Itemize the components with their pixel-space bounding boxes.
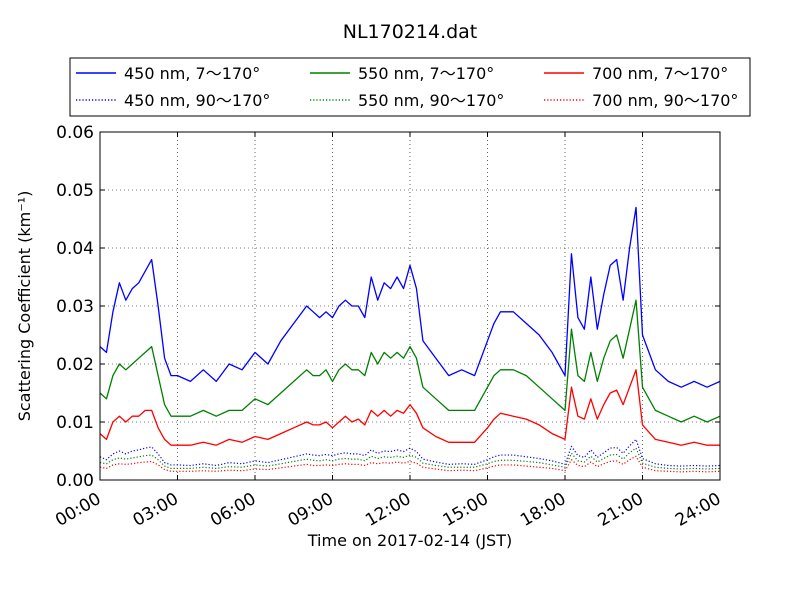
legend-label: 550 nm, 90～170°	[358, 91, 504, 110]
grid	[100, 132, 720, 480]
series-line	[99, 299, 721, 423]
x-tick-label: 03:00	[130, 489, 182, 531]
series-line	[99, 455, 721, 473]
series-layer	[99, 206, 721, 473]
series-line	[99, 369, 720, 446]
legend-label: 700 nm, 90～170°	[592, 91, 738, 110]
legend: 450 nm, 7～170° 550 nm, 7～170° 700 nm, 7～17…	[69, 57, 751, 117]
y-tick-label: 0.02	[56, 355, 94, 375]
x-tick-label: 12:00	[362, 489, 414, 531]
x-axis-label: Time on 2017-02-14 (JST)	[307, 531, 512, 550]
plot-area: 00:00 03:00 06:00 09:00 12:00 15:00 18:00 21:00…	[52, 123, 724, 531]
x-tick-label: 24:00	[672, 489, 724, 531]
y-tick-label: 0.05	[56, 181, 94, 201]
legend-label: 550 nm, 7～170°	[358, 64, 494, 83]
y-axis-label: Scattering Coefficient (km⁻¹)	[15, 191, 34, 422]
y-tick-label: 0.04	[56, 239, 94, 259]
y-tick-label: 0.01	[56, 413, 94, 433]
y-tick-label: 0.06	[56, 123, 94, 143]
y-tick-label: 0.03	[56, 297, 94, 317]
x-tick-label: 15:00	[440, 489, 492, 531]
chart-title: NL170214.dat	[343, 21, 478, 43]
legend-box	[69, 57, 751, 117]
legend-label: 450 nm, 90～170°	[124, 91, 270, 110]
ticks: 00:00 03:00 06:00 09:00 12:00 15:00 18:00 21:00…	[52, 123, 724, 531]
series-line	[99, 447, 721, 470]
series-line	[99, 206, 721, 388]
legend-label: 700 nm, 7～170°	[592, 64, 728, 83]
x-tick-label: 06:00	[207, 489, 259, 531]
x-tick-label: 00:00	[52, 489, 104, 531]
y-tick-label: 0.00	[56, 471, 94, 491]
x-tick-label: 09:00	[285, 489, 337, 531]
x-tick-label: 21:00	[595, 489, 647, 531]
legend-label: 450 nm, 7～170°	[124, 64, 260, 83]
x-tick-label: 18:00	[517, 489, 569, 531]
